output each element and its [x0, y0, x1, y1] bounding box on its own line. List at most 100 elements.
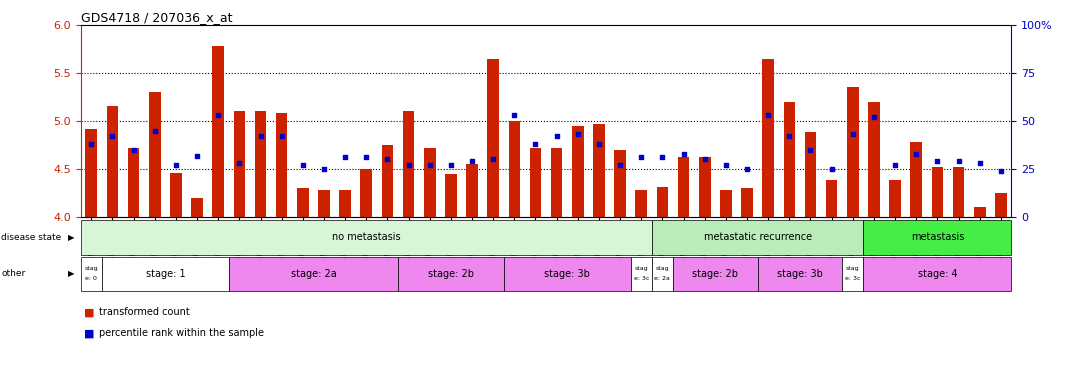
- Bar: [932, 167, 944, 217]
- Bar: [652, 257, 672, 291]
- Point: [760, 112, 777, 118]
- Point: [865, 114, 882, 120]
- Point: [400, 162, 417, 168]
- Bar: [995, 193, 1007, 217]
- Point: [802, 147, 819, 153]
- Point: [611, 162, 628, 168]
- Text: ■: ■: [84, 328, 95, 338]
- Bar: [504, 257, 631, 291]
- Text: other: other: [1, 269, 26, 278]
- Point: [569, 131, 586, 137]
- Point: [506, 112, 523, 118]
- Bar: [402, 111, 414, 217]
- Point: [294, 162, 311, 168]
- Bar: [192, 198, 203, 217]
- Text: e: 0: e: 0: [85, 276, 97, 281]
- Bar: [652, 220, 863, 255]
- Bar: [529, 148, 541, 217]
- Text: stage: 3b: stage: 3b: [544, 269, 590, 279]
- Bar: [863, 257, 1011, 291]
- Point: [972, 160, 989, 166]
- Point: [929, 158, 946, 164]
- Bar: [863, 220, 1011, 255]
- Bar: [699, 157, 710, 217]
- Point: [125, 147, 142, 153]
- Point: [484, 156, 501, 162]
- Text: e: 3c: e: 3c: [634, 276, 649, 281]
- Point: [442, 162, 459, 168]
- Text: stage: 4: stage: 4: [918, 269, 958, 279]
- Point: [357, 154, 374, 161]
- Point: [464, 158, 481, 164]
- Point: [273, 133, 291, 139]
- Bar: [910, 142, 922, 217]
- Text: ▶: ▶: [68, 269, 74, 278]
- Bar: [233, 111, 245, 217]
- Point: [845, 131, 862, 137]
- Text: stage: 2b: stage: 2b: [692, 269, 738, 279]
- Text: stag: stag: [655, 266, 669, 271]
- Text: stag: stag: [846, 266, 860, 271]
- Bar: [466, 164, 478, 217]
- Bar: [614, 150, 626, 217]
- Text: GDS4718 / 207036_x_at: GDS4718 / 207036_x_at: [81, 11, 232, 24]
- Text: metastasis: metastasis: [910, 232, 964, 242]
- Bar: [318, 190, 329, 217]
- Point: [548, 133, 565, 139]
- Bar: [551, 148, 563, 217]
- Text: stage: 2a: stage: 2a: [291, 269, 337, 279]
- Bar: [656, 187, 668, 217]
- Bar: [339, 190, 351, 217]
- Bar: [148, 92, 160, 217]
- Bar: [275, 113, 287, 217]
- Point: [950, 158, 967, 164]
- Bar: [763, 59, 774, 217]
- Point: [83, 141, 100, 147]
- Text: percentile rank within the sample: percentile rank within the sample: [99, 328, 264, 338]
- Bar: [445, 174, 456, 217]
- Text: transformed count: transformed count: [99, 307, 189, 317]
- Bar: [85, 129, 97, 217]
- Point: [188, 152, 206, 159]
- Bar: [741, 188, 753, 217]
- Point: [633, 154, 650, 161]
- Point: [337, 154, 354, 161]
- Point: [654, 154, 671, 161]
- Point: [527, 141, 544, 147]
- Bar: [360, 169, 372, 217]
- Text: stage: 1: stage: 1: [145, 269, 185, 279]
- Text: metastatic recurrence: metastatic recurrence: [704, 232, 811, 242]
- Point: [591, 141, 608, 147]
- Text: ■: ■: [84, 307, 95, 317]
- Text: stag: stag: [84, 266, 98, 271]
- Bar: [509, 121, 520, 217]
- Bar: [847, 88, 859, 217]
- Bar: [805, 132, 817, 217]
- Point: [781, 133, 798, 139]
- Bar: [382, 145, 393, 217]
- Point: [887, 162, 904, 168]
- Bar: [229, 257, 398, 291]
- Bar: [102, 257, 229, 291]
- Point: [675, 151, 692, 157]
- Bar: [593, 124, 605, 217]
- Bar: [572, 126, 583, 217]
- Point: [992, 168, 1009, 174]
- Bar: [128, 148, 140, 217]
- Point: [823, 166, 840, 172]
- Bar: [212, 46, 224, 217]
- Point: [908, 151, 925, 157]
- Text: e: 3c: e: 3c: [845, 276, 861, 281]
- Text: ▶: ▶: [68, 233, 74, 242]
- Point: [315, 166, 332, 172]
- Bar: [81, 257, 102, 291]
- Bar: [297, 188, 309, 217]
- Bar: [678, 157, 690, 217]
- Point: [738, 166, 755, 172]
- Bar: [758, 257, 843, 291]
- Bar: [783, 102, 795, 217]
- Text: stage: 2b: stage: 2b: [428, 269, 473, 279]
- Bar: [889, 180, 901, 217]
- Bar: [107, 106, 118, 217]
- Bar: [81, 220, 652, 255]
